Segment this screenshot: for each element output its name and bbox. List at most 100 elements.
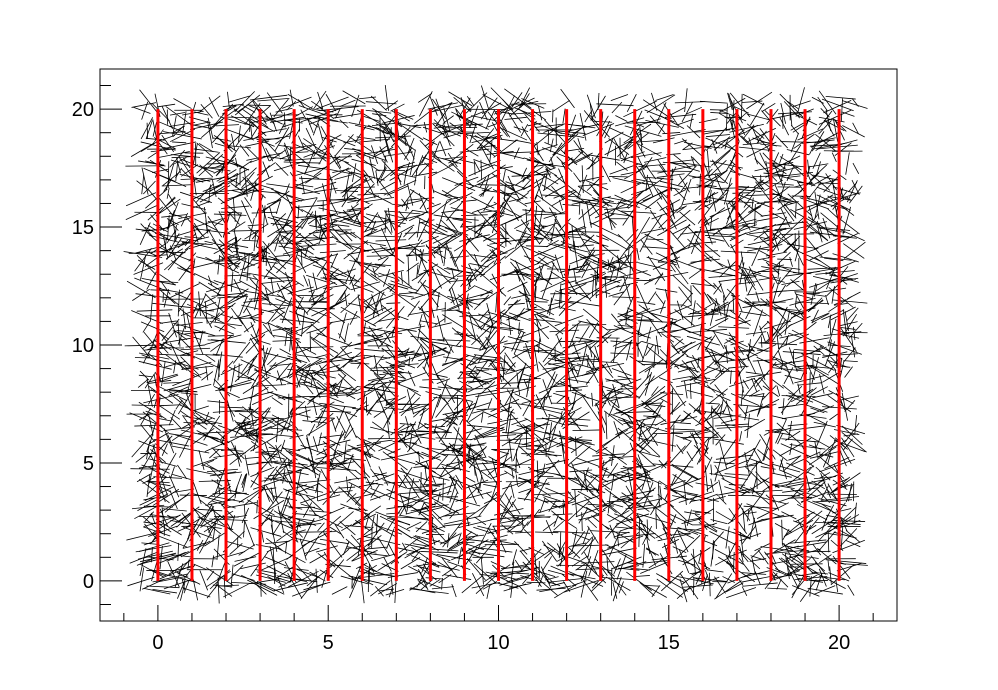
segment: [635, 142, 662, 157]
segment: [313, 354, 339, 377]
segment: [544, 184, 569, 198]
segment: [388, 283, 409, 290]
segment: [216, 519, 242, 539]
segment: [819, 458, 856, 473]
segment: [712, 131, 748, 146]
segment: [266, 183, 303, 190]
segment: [364, 271, 378, 282]
segment: [225, 237, 242, 252]
segment: [226, 398, 234, 422]
segment: [261, 204, 268, 225]
segment: [843, 360, 858, 363]
segment: [365, 109, 392, 114]
segment: [310, 338, 334, 358]
segment: [576, 174, 588, 199]
segment: [236, 420, 251, 432]
segment: [436, 291, 440, 311]
segment: [230, 433, 270, 438]
segment: [391, 110, 410, 122]
segment: [264, 556, 287, 567]
segment: [778, 469, 802, 480]
segment: [836, 424, 866, 435]
segment: [275, 469, 288, 483]
segment: [314, 296, 325, 305]
segment: [657, 481, 660, 506]
segment: [243, 324, 255, 333]
segment: [451, 268, 455, 279]
segment: [248, 226, 260, 239]
segment: [334, 457, 360, 480]
segment: [262, 303, 291, 307]
segment: [243, 520, 245, 538]
segment: [516, 372, 521, 396]
segment: [518, 444, 543, 448]
segment: [345, 230, 357, 239]
segment: [413, 396, 438, 418]
segment: [155, 198, 181, 217]
segment: [714, 368, 725, 378]
segment: [801, 353, 835, 371]
segment: [730, 170, 757, 180]
segment: [148, 413, 154, 436]
segment: [812, 152, 821, 169]
segment: [660, 300, 666, 314]
segment: [533, 163, 554, 167]
segment: [625, 476, 640, 482]
segment: [681, 518, 701, 525]
segment: [416, 561, 432, 588]
segment: [514, 219, 530, 230]
segment: [377, 253, 394, 261]
segment: [400, 438, 424, 459]
segment: [296, 394, 329, 409]
segment: [776, 422, 802, 445]
segment: [398, 123, 422, 129]
segment: [378, 466, 389, 486]
segment: [239, 144, 250, 157]
segment: [487, 398, 493, 409]
segment: [763, 429, 775, 436]
segment: [581, 537, 596, 555]
segment: [527, 181, 543, 193]
segment: [692, 173, 720, 179]
segment: [388, 380, 419, 393]
segment: [158, 435, 173, 451]
segment: [172, 125, 184, 138]
segment: [220, 211, 243, 214]
segment: [135, 293, 171, 299]
segment: [680, 378, 695, 382]
segment: [586, 180, 609, 191]
segment: [816, 220, 823, 235]
segment: [585, 353, 597, 371]
segment: [440, 417, 452, 428]
segment: [710, 464, 713, 476]
segment: [798, 490, 818, 498]
segment: [784, 239, 798, 253]
segment: [367, 124, 389, 135]
segment: [730, 120, 736, 138]
segment: [844, 422, 860, 443]
segment: [626, 414, 635, 426]
segment: [747, 202, 765, 213]
segment: [340, 178, 373, 194]
segment: [810, 407, 825, 414]
segment: [651, 585, 661, 598]
segment: [674, 360, 694, 368]
segment: [353, 209, 362, 224]
segment: [707, 237, 725, 242]
segment: [581, 344, 588, 367]
segment: [738, 257, 744, 271]
segment: [746, 123, 765, 139]
segment: [562, 276, 581, 278]
segment: [739, 262, 745, 285]
segment: [287, 570, 319, 588]
segment: [415, 527, 437, 533]
segment: [227, 293, 248, 305]
segment: [328, 317, 358, 324]
segment: [788, 332, 803, 339]
segment: [198, 449, 205, 470]
segment: [207, 162, 226, 165]
segment: [181, 241, 213, 246]
segment: [443, 356, 465, 361]
segment: [742, 377, 760, 400]
segment: [684, 511, 700, 515]
